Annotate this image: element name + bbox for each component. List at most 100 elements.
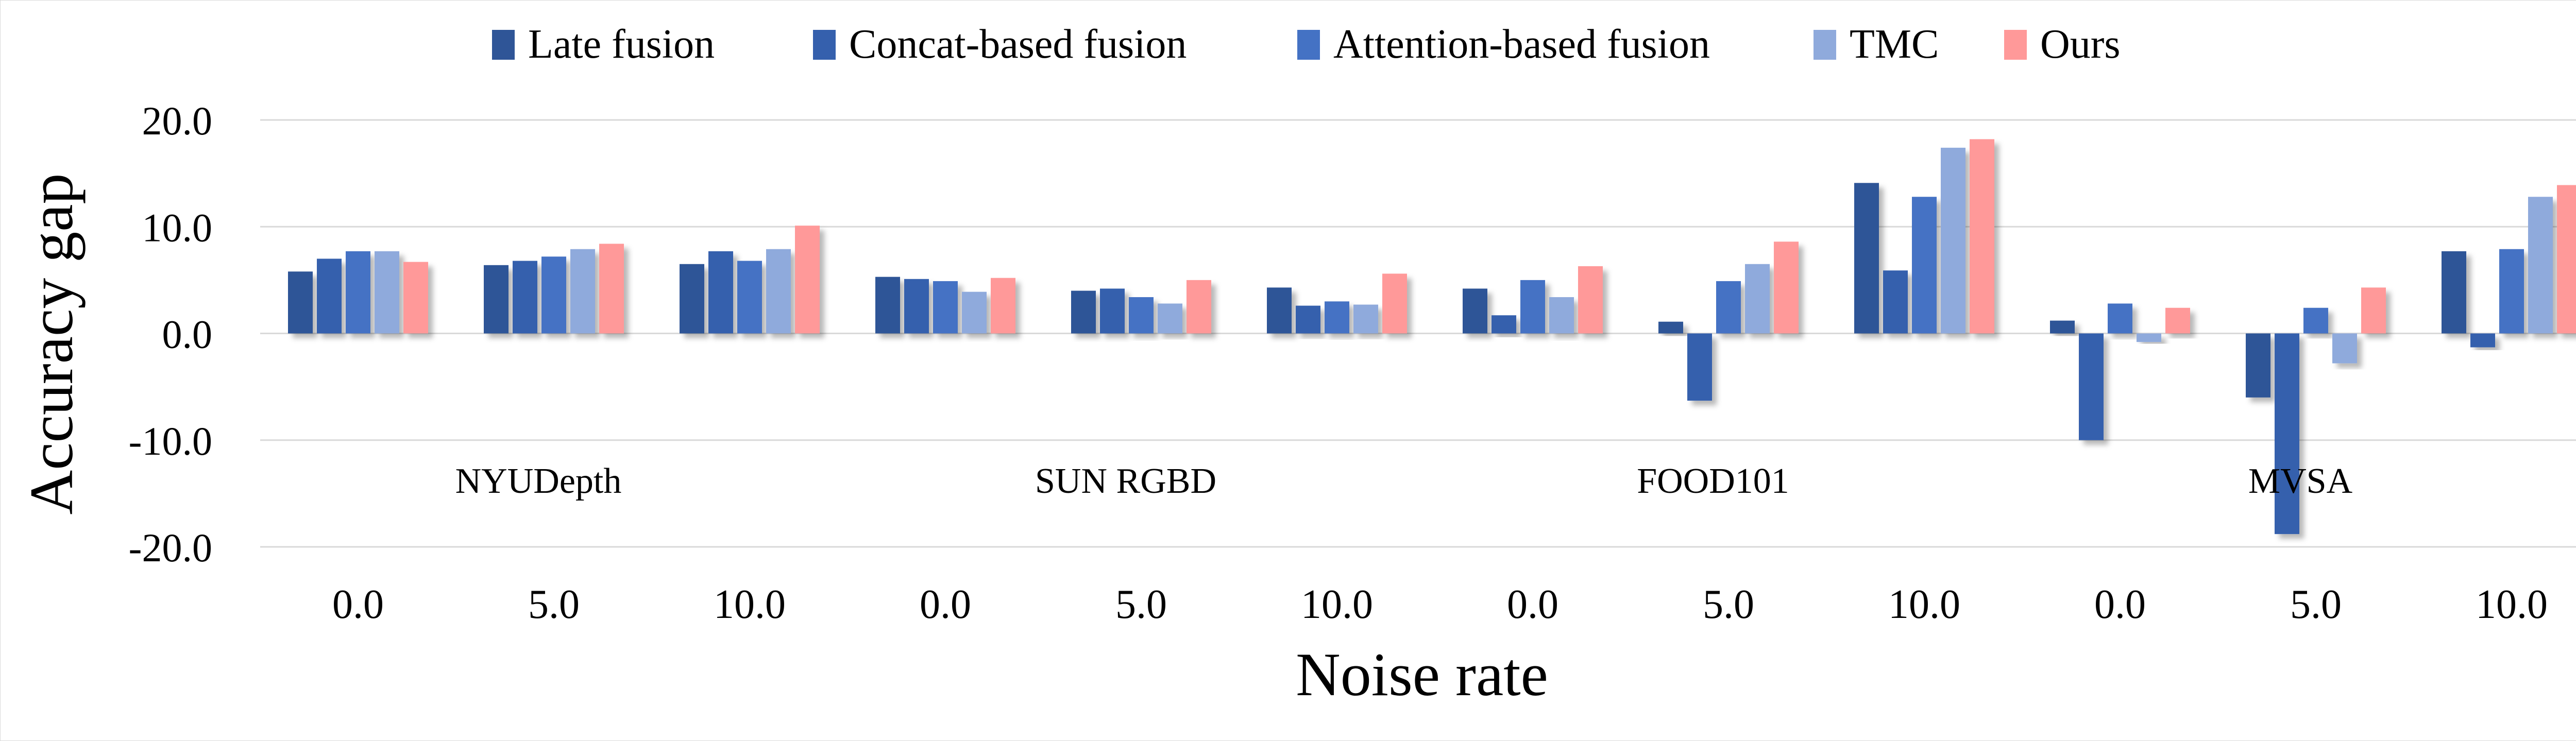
bar — [1463, 288, 1487, 334]
bar — [1716, 281, 1741, 334]
x-tick-labels: 0.0 5.0 10.0 0.0 5.0 10.0 0.0 5.0 10.0 0.0 5.0 10.0 — [332, 582, 2548, 627]
bar — [1353, 304, 1378, 334]
bar — [1520, 280, 1545, 334]
y-tick-label: 10.0 — [142, 205, 213, 250]
legend-swatch — [2004, 30, 2027, 60]
bar — [962, 291, 987, 334]
x-tick-label: 5.0 — [1115, 582, 1167, 627]
x-tick-label: 0.0 — [2094, 582, 2146, 627]
legend-label: TMC — [1850, 22, 1939, 67]
x-tick-label: 0.0 — [332, 582, 384, 627]
y-tick-label: -20.0 — [129, 525, 212, 570]
bar — [2361, 287, 2386, 334]
y-tick-label: 20.0 — [142, 98, 213, 143]
bar — [288, 271, 313, 334]
bar — [346, 251, 370, 334]
gridlines — [260, 119, 2576, 548]
bar — [1745, 264, 1770, 334]
bar — [2528, 197, 2553, 334]
bar — [991, 278, 1015, 334]
legend-label: Concat-based fusion — [849, 22, 1187, 67]
y-tick-labels: 20.0 10.0 0.0 -10.0 -20.0 — [129, 98, 212, 570]
bar — [1158, 303, 1182, 334]
bar — [403, 262, 428, 334]
bar — [795, 226, 820, 334]
bar — [2050, 320, 2075, 334]
legend: Late fusion Concat-based fusion Attention-… — [492, 22, 2121, 67]
x-tick-label: 5.0 — [2290, 582, 2342, 627]
bar — [570, 249, 595, 334]
bar — [1883, 270, 1908, 334]
bar — [1687, 333, 1712, 401]
bar — [2108, 303, 2132, 334]
x-tick-label: 10.0 — [2476, 582, 2548, 627]
bar — [708, 251, 733, 334]
x-tick-label: 5.0 — [1703, 582, 1754, 627]
bar — [2137, 333, 2161, 342]
x-tick-label: 0.0 — [920, 582, 971, 627]
bar — [737, 261, 762, 334]
dataset-label: NYUDepth — [455, 461, 622, 501]
dataset-label: SUN RGBD — [1035, 461, 1216, 501]
bar — [904, 279, 929, 334]
bar — [1296, 305, 1320, 334]
bar — [1382, 273, 1407, 334]
legend-label: Attention-based fusion — [1333, 22, 1710, 67]
bar — [1129, 297, 1154, 334]
dataset-label: FOOD101 — [1637, 461, 1789, 501]
bar — [1658, 321, 1683, 334]
legend-swatch — [1297, 30, 1320, 60]
bar — [1492, 315, 1516, 334]
bar — [2303, 307, 2328, 334]
bar — [1912, 197, 1937, 334]
bar — [1071, 290, 1096, 334]
bar — [1854, 183, 1879, 334]
legend-swatch — [492, 30, 515, 60]
bar — [375, 251, 399, 334]
legend-swatch — [1814, 30, 1836, 60]
legend-label: Late fusion — [528, 22, 715, 67]
bar — [513, 261, 537, 334]
bar — [2079, 333, 2104, 440]
bar — [1267, 287, 1292, 334]
bar — [484, 265, 509, 334]
bar — [680, 264, 704, 334]
x-tick-label: 0.0 — [1507, 582, 1558, 627]
bar — [541, 256, 566, 334]
bar — [1325, 301, 1349, 334]
bar — [317, 259, 342, 334]
x-tick-label: 10.0 — [1301, 582, 1373, 627]
bar — [1578, 266, 1603, 334]
bar — [2246, 333, 2270, 398]
bar — [1774, 242, 1799, 334]
bar — [2332, 333, 2357, 364]
bar — [1100, 288, 1125, 334]
y-axis-label: Accuracy gap — [17, 174, 86, 515]
bar — [599, 244, 624, 334]
legend-label: Ours — [2040, 22, 2121, 67]
bar — [1941, 147, 1965, 334]
bar — [933, 281, 958, 334]
dataset-label: MVSA — [2248, 461, 2353, 501]
bar — [2442, 251, 2466, 334]
bar — [1970, 139, 1994, 334]
dataset-labels: NYUDepth SUN RGBD FOOD101 MVSA — [455, 461, 2353, 501]
bar — [1549, 297, 1574, 334]
bar — [2470, 333, 2495, 348]
bar — [875, 277, 900, 334]
x-axis-label: Noise rate — [1296, 640, 1548, 709]
bar — [766, 249, 791, 334]
y-tick-label: -10.0 — [129, 419, 212, 463]
bar — [2557, 185, 2576, 334]
bar — [2275, 333, 2299, 535]
x-tick-label: 10.0 — [1888, 582, 1960, 627]
bars — [288, 139, 2576, 535]
legend-swatch — [813, 30, 836, 60]
x-tick-label: 10.0 — [714, 582, 786, 627]
bar — [2165, 307, 2190, 334]
bar — [1187, 280, 1211, 334]
bar — [2499, 249, 2524, 334]
y-tick-label: 0.0 — [162, 312, 213, 357]
x-tick-label: 5.0 — [528, 582, 580, 627]
